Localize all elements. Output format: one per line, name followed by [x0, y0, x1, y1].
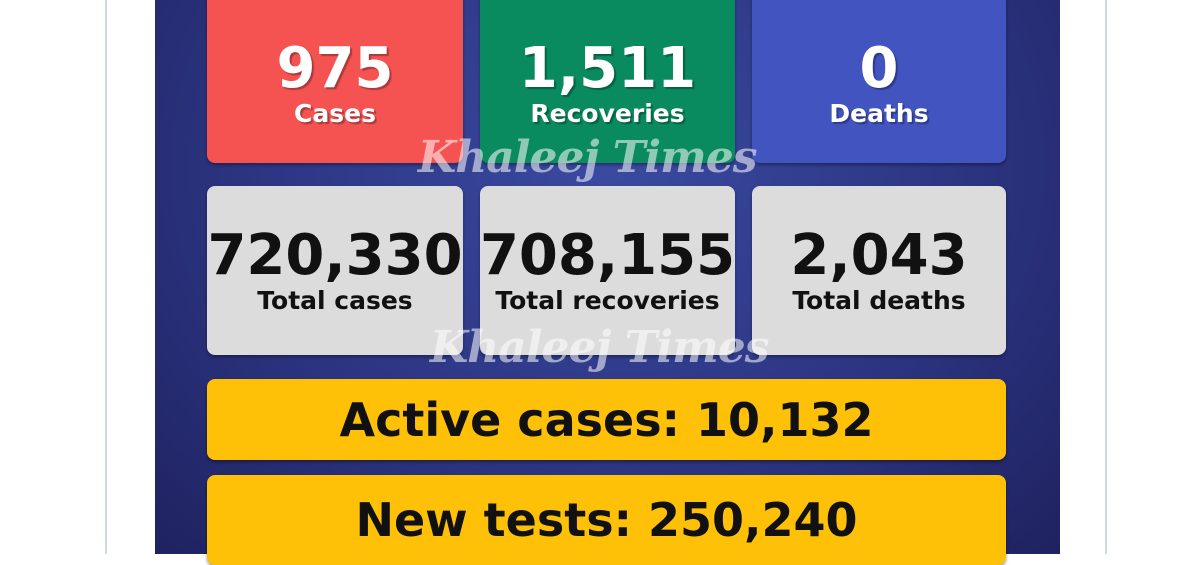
daily-deaths-value: 0 [859, 35, 899, 101]
total-deaths-label: Total deaths [792, 285, 966, 315]
article-frame [105, 0, 1107, 554]
total-deaths-card: 2,043 Total deaths [752, 186, 1006, 355]
total-deaths-value: 2,043 [790, 222, 968, 288]
daily-deaths-card: 0 Deaths [752, 0, 1006, 163]
daily-cases-value: 975 [276, 35, 394, 101]
total-cases-value: 720,330 [207, 222, 463, 288]
total-cases-label: Total cases [257, 285, 413, 315]
total-recoveries-label: Total recoveries [495, 285, 720, 315]
active-cases-bar: Active cases: 10,132 [207, 379, 1006, 460]
daily-deaths-label: Deaths [829, 98, 929, 128]
daily-recoveries-label: Recoveries [530, 98, 685, 128]
total-recoveries-value: 708,155 [479, 222, 736, 288]
new-tests-bar: New tests: 250,240 [207, 475, 1006, 565]
daily-recoveries-card: 1,511 Recoveries [480, 0, 735, 163]
daily-recoveries-value: 1,511 [518, 35, 697, 101]
total-cases-card: 720,330 Total cases [207, 186, 463, 355]
daily-cases-label: Cases [294, 98, 376, 128]
daily-cases-card: 975 Cases [207, 0, 463, 163]
total-recoveries-card: 708,155 Total recoveries [480, 186, 735, 355]
